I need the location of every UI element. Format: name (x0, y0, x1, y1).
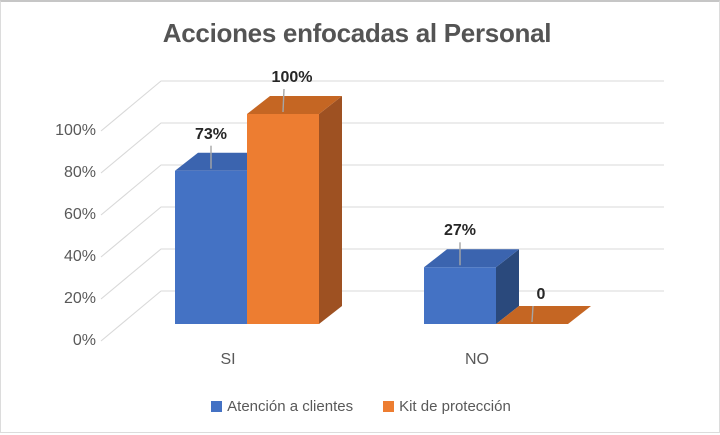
legend-swatch-icon (383, 400, 395, 412)
legend-label: Kit de protección (399, 397, 511, 415)
bar-face-top (175, 152, 270, 171)
data-label-leader-line (282, 88, 285, 113)
legend: Atención a clientes Kit de protección (1, 394, 720, 418)
bar-face-side (319, 96, 342, 324)
gridline-80% (100, 122, 664, 174)
legend-item-Kit de protección[interactable]: Kit de protección (383, 398, 511, 415)
chart-title: Acciones enfocadas al Personal (162, 18, 552, 48)
bar-face-front (175, 170, 247, 324)
bar-face-front (424, 267, 496, 324)
bar-Atención a clientes-NO[interactable] (424, 249, 519, 324)
gridline-20% (100, 248, 664, 300)
gridline-60% (100, 164, 664, 216)
legend-label: Atención a clientes (227, 397, 354, 415)
bar-face-top (247, 96, 342, 114)
bar-face-front (247, 114, 319, 324)
bar-face-side (496, 249, 519, 324)
gridline-100% (100, 80, 664, 132)
bar-face-top (424, 249, 519, 268)
bar-Kit de protección-NO[interactable] (496, 306, 591, 324)
legend-swatch-icon (211, 400, 223, 412)
gridline-40% (100, 206, 664, 258)
bar-Kit de protección-SI[interactable] (247, 96, 342, 324)
legend-item-Atención a clientes[interactable]: Atención a clientes (211, 398, 353, 415)
data-label-leader-line (531, 305, 534, 323)
bar-zero-face (496, 306, 591, 324)
